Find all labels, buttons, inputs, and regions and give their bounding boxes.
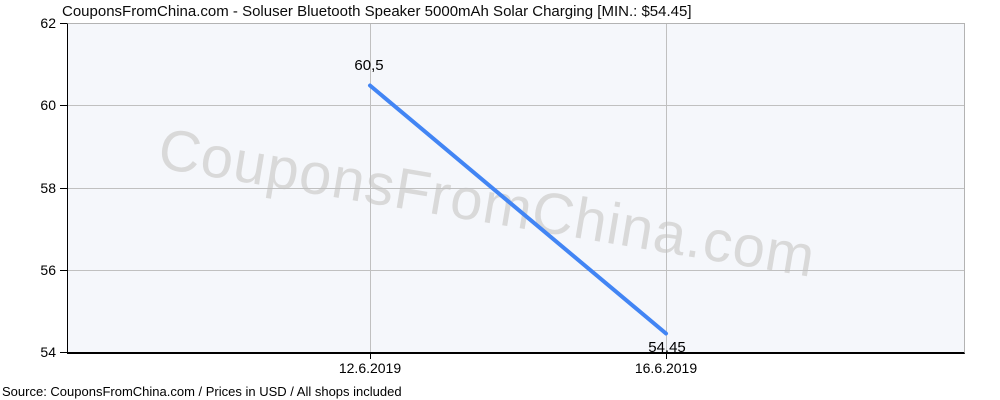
- gridline-x-16-6-2019: [666, 24, 667, 352]
- y-tick-mark: [60, 188, 67, 189]
- price-polyline: [368, 83, 668, 336]
- y-tick-label-54: 54: [40, 344, 56, 360]
- y-tick-mark: [60, 23, 67, 24]
- x-tick-label-16-6-2019: 16.6.2019: [634, 360, 698, 376]
- plot-area: CouponsFromChina.com: [67, 23, 965, 354]
- y-tick-mark: [60, 352, 67, 353]
- y-tick-label-58: 58: [40, 180, 56, 196]
- x-tick-label-12-6-2019: 12.6.2019: [338, 360, 402, 376]
- point-label-start: 60,5: [354, 57, 384, 74]
- chart-title: CouponsFromChina.com - Soluser Bluetooth…: [62, 3, 692, 20]
- x-tick-mark: [370, 354, 371, 359]
- gridline-y-58: [68, 188, 964, 189]
- y-tick-label-56: 56: [40, 262, 56, 278]
- price-line-svg: [368, 83, 668, 336]
- gridline-y-60: [68, 105, 964, 106]
- y-tick-mark: [60, 105, 67, 106]
- point-label-end: 54,45: [648, 339, 686, 356]
- y-tick-label-62: 62: [40, 15, 56, 31]
- y-tick-label-60: 60: [40, 97, 56, 113]
- gridline-y-56: [68, 270, 964, 271]
- x-tick-mark: [666, 354, 667, 359]
- y-tick-mark: [60, 270, 67, 271]
- gridline-x-12-6-2019: [370, 24, 371, 352]
- source-note: Source: CouponsFromChina.com / Prices in…: [2, 384, 402, 399]
